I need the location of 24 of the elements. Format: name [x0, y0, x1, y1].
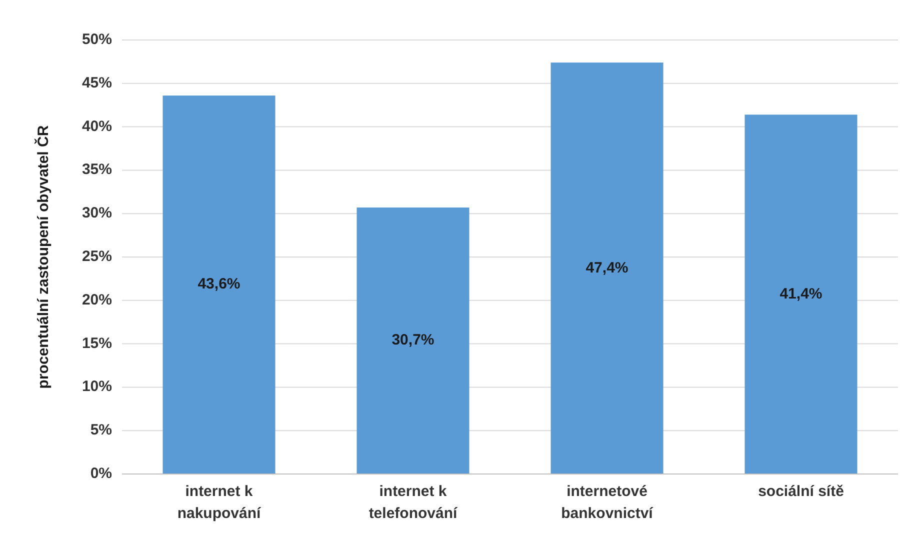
data-label: 41,4% — [780, 285, 822, 302]
x-tick-label: internetové bankovnictví — [561, 483, 654, 522]
y-tick-label: 0% — [90, 464, 112, 482]
y-axis-title: procentuální zastoupení obyvatel ČR — [34, 125, 52, 389]
y-tick-label: 20% — [82, 291, 112, 308]
bar — [162, 96, 276, 474]
bar — [744, 114, 858, 474]
y-tick-label: 5% — [90, 422, 112, 439]
y-tick-label: 30% — [82, 204, 112, 222]
bar — [550, 62, 664, 474]
bar — [356, 208, 470, 474]
data-label: 30,7% — [392, 332, 434, 349]
y-tick-label: 40% — [82, 118, 112, 135]
y-tick-label: 25% — [82, 248, 112, 265]
y-tick-label: 15% — [82, 334, 112, 352]
data-label: 43,6% — [198, 276, 240, 293]
y-tick-label: 35% — [82, 161, 112, 178]
x-tick-label: sociální sítě — [758, 483, 844, 500]
y-tick-label: 45% — [82, 74, 112, 92]
x-tick-label: internet k nakupování — [177, 483, 262, 522]
x-tick-label: internet k telefonování — [368, 483, 458, 522]
y-tick-label: 10% — [82, 378, 112, 396]
data-label: 47,4% — [586, 259, 628, 276]
y-tick-label: 50% — [82, 30, 112, 48]
